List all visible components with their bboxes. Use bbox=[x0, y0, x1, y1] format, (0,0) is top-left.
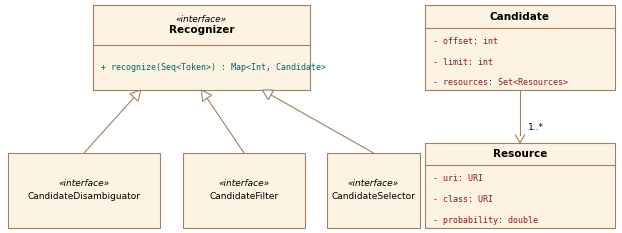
Text: - resources: Set<Resources>: - resources: Set<Resources> bbox=[433, 78, 568, 87]
Text: - limit: int: - limit: int bbox=[433, 58, 493, 67]
Text: - uri: URI: - uri: URI bbox=[433, 174, 483, 183]
Polygon shape bbox=[262, 90, 274, 100]
Text: «interface»: «interface» bbox=[58, 179, 109, 188]
Text: - offset: int: - offset: int bbox=[433, 37, 498, 46]
Text: Candidate: Candidate bbox=[490, 11, 550, 21]
Text: CandidateSelector: CandidateSelector bbox=[332, 192, 415, 201]
Text: «interface»: «interface» bbox=[348, 179, 399, 188]
Polygon shape bbox=[202, 90, 211, 101]
Text: CandidateDisambiguator: CandidateDisambiguator bbox=[27, 192, 141, 201]
Bar bbox=[183, 153, 305, 228]
Text: CandidateFilter: CandidateFilter bbox=[210, 192, 279, 201]
Text: - class: URI: - class: URI bbox=[433, 195, 493, 204]
Text: - probability: double: - probability: double bbox=[433, 216, 538, 225]
Text: 1..*: 1..* bbox=[528, 123, 544, 133]
Bar bbox=[425, 143, 615, 228]
Text: + recognize(Seq<Token>) : Map<Int, Candidate>: + recognize(Seq<Token>) : Map<Int, Candi… bbox=[101, 63, 326, 72]
Bar bbox=[8, 153, 160, 228]
Polygon shape bbox=[130, 90, 141, 101]
Text: Recognizer: Recognizer bbox=[169, 25, 234, 35]
Bar bbox=[327, 153, 420, 228]
Bar bbox=[93, 5, 310, 90]
Text: «interface»: «interface» bbox=[176, 14, 227, 24]
Text: «interface»: «interface» bbox=[218, 179, 269, 188]
Bar bbox=[425, 5, 615, 90]
Text: Resource: Resource bbox=[493, 149, 547, 159]
